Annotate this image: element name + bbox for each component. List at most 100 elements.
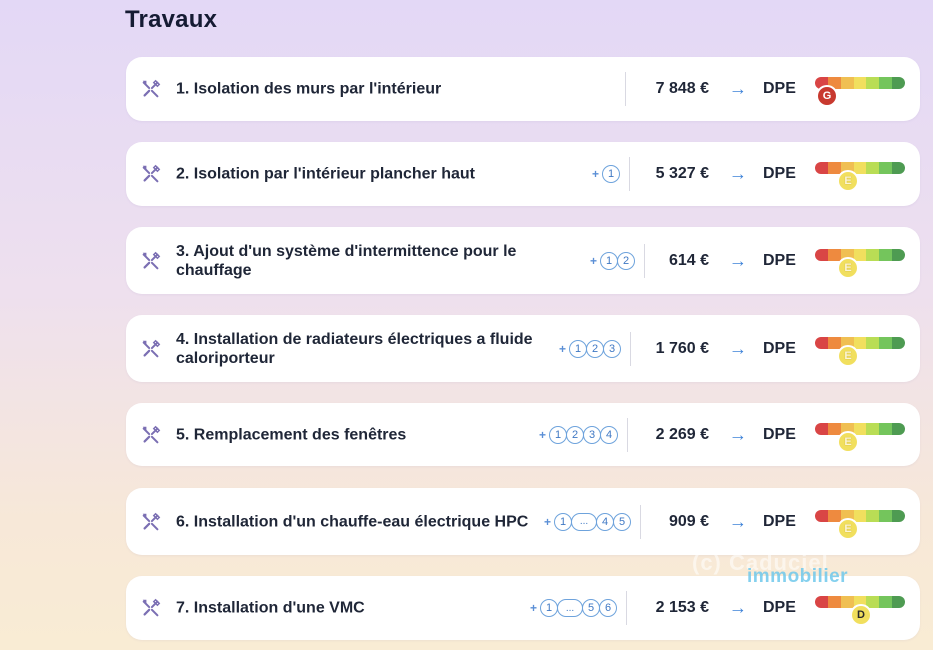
dpe-scale-segment (815, 596, 828, 608)
watermark-brand: immobilier (747, 566, 849, 587)
watermark-text: (c) Caduciel (692, 550, 829, 575)
separator (627, 417, 628, 452)
dpe-scale (815, 509, 905, 522)
work-label: 5. Remplacement des fenêtres (176, 426, 407, 443)
dpe-scale-segment (879, 596, 893, 608)
dpe-scale-segment (815, 336, 828, 349)
dpe-scale-segment (866, 248, 880, 261)
dpe-scale-segment (892, 162, 905, 174)
separator (625, 72, 626, 106)
dependency-badge: 4 (600, 425, 619, 444)
dependency-plus: + (592, 167, 600, 181)
dpe-class-badge: E (837, 430, 859, 453)
dependency-badge: 1 (569, 339, 588, 358)
dpe-scale (815, 77, 905, 89)
dpe-scale-segment (892, 596, 905, 608)
separator (630, 331, 631, 366)
dpe-label: DPE (763, 339, 796, 357)
arrow-right-icon: → (729, 511, 747, 531)
dependency-list: +1 2 (590, 251, 636, 271)
dependency-list: +1... 4 5 (544, 512, 632, 532)
work-item-4[interactable]: 4. Installation de radiateurs électrique… (126, 315, 920, 382)
dependency-badge: 6 (599, 599, 618, 617)
arrow-right-icon: → (729, 424, 747, 444)
dpe-scale (815, 336, 905, 349)
page-title: Travaux (125, 6, 218, 33)
dpe-scale-segment (853, 248, 867, 261)
dpe-scale-segment (892, 248, 905, 261)
dependency-badge: 2 (566, 425, 585, 444)
work-item-2[interactable]: 2. Isolation par l'intérieur plancher ha… (126, 142, 920, 206)
dpe-label: DPE (763, 512, 796, 530)
dependency-badge: ... (571, 512, 598, 531)
work-label: 7. Installation d'une VMC (176, 599, 365, 617)
work-label: 2. Isolation par l'intérieur plancher ha… (176, 165, 475, 183)
dependency-badge: 2 (586, 339, 605, 358)
dpe-scale-segment (840, 596, 854, 608)
dpe-scale-segment (815, 248, 828, 261)
dpe-scale-segment (840, 77, 854, 89)
tools-icon (140, 78, 162, 100)
dpe-class-badge: E (837, 344, 859, 367)
dpe-scale-segment (853, 509, 867, 522)
dependency-list: +1... 5 6 (530, 598, 618, 618)
dpe-class-badge: G (816, 85, 838, 107)
dependency-badge: 3 (583, 425, 602, 444)
work-item-3[interactable]: 3. Ajout d'un système d'intermittence po… (126, 227, 920, 294)
dpe-scale-segment (827, 509, 841, 522)
dpe-scale-segment (815, 162, 828, 174)
dpe-scale-segment (815, 509, 828, 522)
dpe-scale-segment (892, 336, 905, 349)
work-label: 4. Installation de radiateurs électrique… (176, 330, 533, 367)
arrow-right-icon: → (729, 78, 747, 99)
dpe-label: DPE (763, 80, 796, 97)
dpe-scale-segment (827, 162, 841, 174)
dpe-scale-segment (879, 336, 893, 349)
dependency-plus: + (590, 253, 598, 268)
arrow-right-icon: → (729, 597, 747, 618)
dpe-scale (815, 422, 905, 435)
dpe-scale-segment (879, 248, 893, 261)
work-item-1[interactable]: 1. Isolation des murs par l'intérieur 7 8… (126, 57, 920, 121)
tools-icon (140, 163, 162, 185)
work-item-5[interactable]: 5. Remplacement des fenêtres +1 2 3 4 2 269 €… (126, 403, 920, 466)
dpe-label: DPE (763, 599, 796, 616)
dpe-class-badge: E (837, 517, 859, 540)
dependency-badge: 5 (582, 599, 601, 617)
dpe-scale-segment (892, 509, 905, 522)
work-price: 5 327 € (655, 165, 709, 182)
dpe-scale-segment (827, 336, 841, 349)
tools-icon (140, 597, 162, 619)
dpe-scale-segment (866, 596, 880, 608)
separator (626, 591, 627, 625)
dependency-badge: 1 (554, 512, 573, 531)
dpe-scale-segment (827, 422, 841, 435)
work-item-7[interactable]: 7. Installation d'une VMC +1... 5 6 2 153 € →… (126, 576, 920, 640)
dependency-plus: + (539, 427, 547, 442)
dpe-scale-segment (879, 422, 893, 435)
dpe-scale-segment (892, 422, 905, 435)
dpe-scale-segment (866, 77, 880, 89)
dependency-badge: ... (557, 599, 584, 617)
work-price: 1 760 € (655, 339, 709, 357)
dependency-plus: + (544, 514, 552, 529)
dpe-scale-segment (827, 248, 841, 261)
dpe-scale-segment (853, 336, 867, 349)
dependency-badge: 2 (617, 251, 636, 270)
tools-icon (140, 250, 162, 272)
work-price: 7 848 € (655, 80, 709, 97)
dependency-badge: 1 (602, 165, 621, 183)
work-label: 1. Isolation des murs par l'intérieur (176, 80, 442, 98)
dependency-badge: 5 (613, 512, 632, 531)
tools-icon (140, 424, 162, 446)
dependency-list: +1 (592, 164, 621, 184)
arrow-right-icon: → (729, 338, 747, 358)
dependency-plus: + (559, 341, 567, 356)
work-price: 909 € (668, 512, 709, 530)
dpe-scale-segment (853, 162, 867, 174)
dpe-scale-segment (866, 422, 880, 435)
dpe-scale-segment (866, 509, 880, 522)
work-item-6[interactable]: 6. Installation d'un chauffe-eau électri… (126, 488, 920, 555)
arrow-right-icon: → (729, 163, 747, 184)
separator (640, 504, 641, 539)
